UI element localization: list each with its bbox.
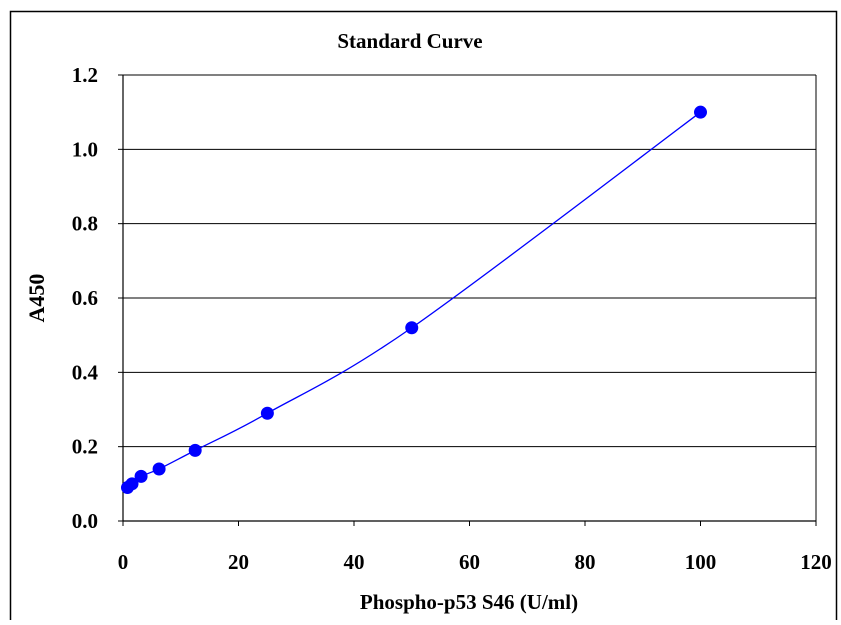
- data-point: [260, 406, 274, 420]
- data-point: [405, 321, 419, 335]
- data-point: [188, 443, 202, 457]
- x-tick-label: 80: [575, 550, 596, 574]
- y-tick-label: 1.0: [72, 137, 98, 161]
- x-tick-label: 60: [459, 550, 480, 574]
- y-tick-label: 0.8: [72, 212, 98, 236]
- y-tick-label: 0.2: [72, 435, 98, 459]
- data-point: [694, 105, 707, 119]
- gridlines: [123, 74, 816, 448]
- chart-border: [9, 10, 838, 623]
- axes: [118, 74, 817, 526]
- data-point: [125, 477, 139, 491]
- data-point: [152, 462, 166, 476]
- chart-title: Standard Curve: [337, 29, 482, 53]
- data-series: [121, 105, 707, 495]
- tick-labels: 0.0 0.2 0.4 0.6 0.8 1.0 1.2 0 20 40 60 80 100 120: [72, 63, 832, 574]
- x-axis-label: Phospho-p53 S46 (U/ml): [360, 590, 578, 614]
- x-tick-label: 40: [344, 550, 365, 574]
- x-tick-label: 120: [800, 550, 832, 574]
- y-axis-label: A450: [24, 274, 49, 323]
- y-tick-label: 0.6: [72, 286, 98, 310]
- y-tick-label: 1.2: [72, 63, 98, 87]
- x-tick-label: 0: [118, 550, 129, 574]
- y-tick-label: 0.4: [72, 360, 99, 384]
- data-point: [134, 469, 148, 483]
- y-tick-label: 0.0: [72, 509, 98, 533]
- x-tick-label: 20: [228, 550, 249, 574]
- x-tick-label: 100: [685, 550, 717, 574]
